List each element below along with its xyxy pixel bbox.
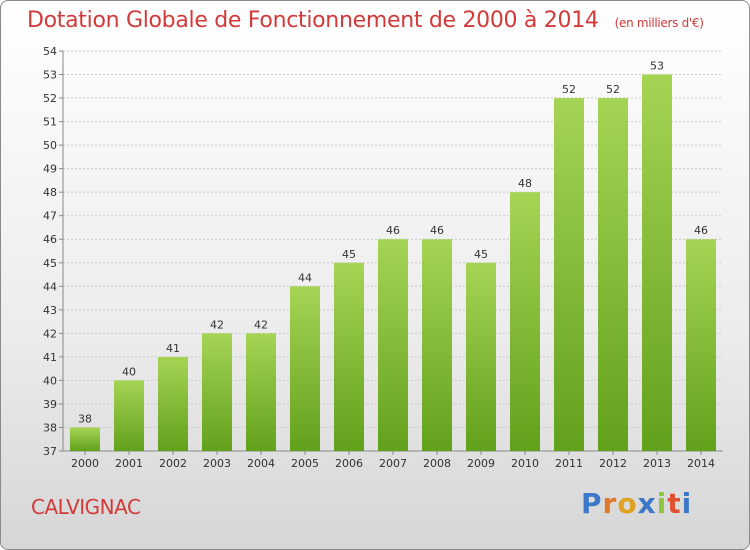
y-tick-label: 42	[43, 327, 57, 340]
commune-name: CALVIGNAC	[31, 495, 141, 519]
bar	[114, 380, 144, 451]
y-tick-label: 50	[43, 139, 57, 152]
logo-letter: i	[656, 487, 668, 520]
y-tick-label: 37	[43, 445, 57, 458]
x-tick-label: 2003	[203, 457, 231, 470]
logo-letter: x	[637, 487, 657, 520]
y-tick-label: 53	[43, 69, 57, 82]
data-label: 42	[254, 318, 268, 331]
x-tick-label: 2009	[467, 457, 495, 470]
data-label: 52	[606, 83, 620, 96]
data-label: 40	[122, 365, 136, 378]
data-label: 41	[166, 342, 180, 355]
bar	[246, 333, 276, 451]
proxiti-logo: Proxiti	[581, 487, 692, 520]
x-tick-label: 2001	[115, 457, 143, 470]
bar	[334, 262, 364, 451]
y-tick-label: 46	[43, 233, 57, 246]
chart-title-text: Dotation Globale de Fonctionnement de 20…	[27, 8, 599, 33]
x-tick-label: 2006	[335, 457, 363, 470]
y-tick-label: 47	[43, 210, 57, 223]
y-tick-label: 54	[43, 45, 57, 58]
y-tick-label: 48	[43, 186, 57, 199]
x-tick-label: 2008	[423, 457, 451, 470]
y-tick-label: 41	[43, 351, 57, 364]
logo-letter: o	[617, 487, 638, 520]
y-tick-label: 39	[43, 398, 57, 411]
data-label: 46	[430, 224, 444, 237]
bar	[202, 333, 232, 451]
data-label: 38	[78, 412, 92, 425]
data-label: 46	[694, 224, 708, 237]
data-label: 44	[298, 271, 312, 284]
y-tick-label: 51	[43, 116, 57, 129]
y-tick-label: 52	[43, 92, 57, 105]
data-label: 48	[518, 177, 532, 190]
chart-units: (en milliers d'€)	[614, 16, 704, 30]
bar	[378, 239, 408, 451]
data-label: 53	[650, 60, 664, 73]
logo-letter: r	[602, 487, 618, 520]
bar	[290, 286, 320, 451]
logo-letter: t	[667, 487, 682, 520]
y-tick-label: 49	[43, 163, 57, 176]
bar	[510, 192, 540, 452]
x-tick-label: 2012	[599, 457, 627, 470]
bar	[70, 427, 100, 451]
bar	[598, 98, 628, 451]
chart-title: Dotation Globale de Fonctionnement de 20…	[27, 8, 704, 33]
x-tick-label: 2002	[159, 457, 187, 470]
y-tick-label: 38	[43, 421, 57, 434]
x-tick-label: 2000	[71, 457, 99, 470]
x-tick-label: 2007	[379, 457, 407, 470]
data-label: 45	[474, 248, 488, 261]
x-tick-label: 2013	[643, 457, 671, 470]
x-tick-label: 2004	[247, 457, 275, 470]
logo-letter: i	[681, 487, 693, 520]
bar	[466, 262, 496, 451]
data-label: 46	[386, 224, 400, 237]
logo-letter: P	[581, 487, 603, 520]
x-tick-label: 2005	[291, 457, 319, 470]
y-tick-label: 45	[43, 257, 57, 270]
bar	[158, 356, 188, 451]
y-tick-label: 40	[43, 374, 57, 387]
bar	[554, 98, 584, 451]
data-label: 45	[342, 248, 356, 261]
bar	[422, 239, 452, 451]
bar	[686, 239, 716, 451]
y-tick-label: 44	[43, 280, 57, 293]
x-tick-label: 2010	[511, 457, 539, 470]
data-label: 52	[562, 83, 576, 96]
data-label: 42	[210, 318, 224, 331]
x-tick-label: 2014	[687, 457, 715, 470]
bar	[642, 74, 672, 451]
y-tick-label: 43	[43, 304, 57, 317]
x-tick-label: 2011	[555, 457, 583, 470]
